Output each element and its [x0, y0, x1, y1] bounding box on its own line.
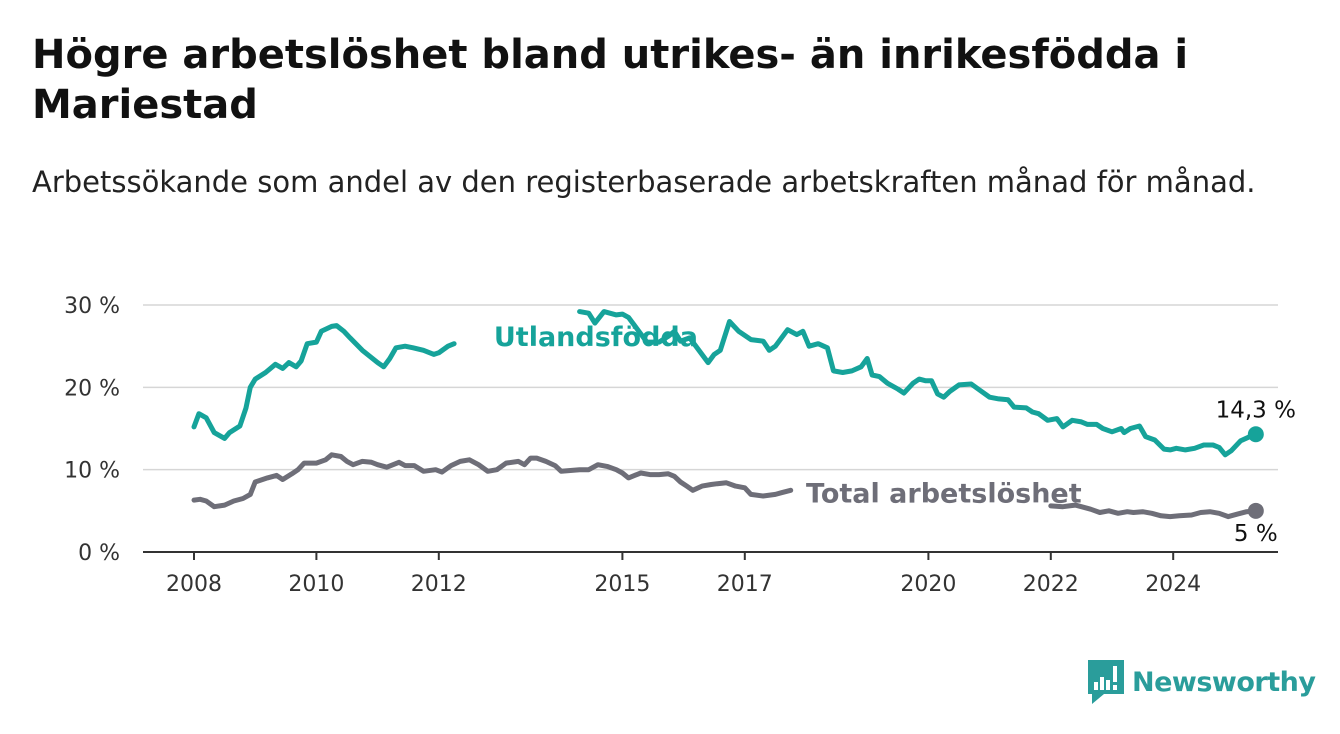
- x-tick-label: 2022: [1023, 572, 1079, 597]
- brand-name: Newsworthy: [1132, 666, 1316, 698]
- y-tick-label: 10 %: [64, 459, 120, 484]
- x-tick-label: 2015: [594, 572, 650, 597]
- brand[interactable]: Newsworthy: [1088, 660, 1316, 704]
- series-annotation: Utlandsfödda: [494, 322, 698, 353]
- end-point-marker: [1247, 426, 1264, 443]
- y-tick-label: 20 %: [64, 376, 120, 401]
- y-tick-label: 0 %: [78, 541, 120, 566]
- x-tick-label: 2020: [900, 572, 956, 597]
- series-line-total-arbetslöshet: [191, 452, 1259, 520]
- x-tick-label: 2010: [288, 572, 344, 597]
- y-tick-label: 30 %: [64, 294, 120, 319]
- end-point-marker: [1247, 502, 1264, 519]
- x-tick-label: 2017: [717, 572, 773, 597]
- x-tick-label: 2012: [411, 572, 467, 597]
- x-tick-label: 2008: [166, 572, 222, 597]
- newsworthy-logo-icon: [1088, 660, 1124, 704]
- chart-title: Högre arbetslöshet bland utrikes- än inr…: [32, 32, 1189, 128]
- x-tick-label: 2024: [1145, 572, 1201, 597]
- chart-subtitle: Arbetssökande som andel av den registerb…: [32, 165, 1256, 199]
- series-line-utlandsfödda: [191, 309, 1259, 458]
- end-value-label: 5 %: [1234, 521, 1278, 547]
- series-annotation: Total arbetslöshet: [806, 479, 1082, 510]
- end-value-label: 14,3 %: [1216, 397, 1296, 423]
